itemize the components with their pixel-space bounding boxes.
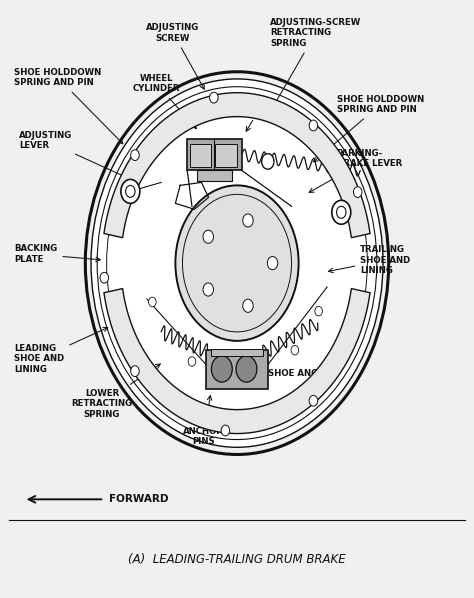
FancyBboxPatch shape [197,170,232,181]
Text: (A)  LEADING-TRAILING DRUM BRAKE: (A) LEADING-TRAILING DRUM BRAKE [128,553,346,566]
Text: FORWARD: FORWARD [109,495,169,504]
Circle shape [131,366,139,377]
Circle shape [210,92,218,103]
Circle shape [309,395,318,406]
FancyBboxPatch shape [206,350,268,389]
Circle shape [203,283,213,296]
Text: PARKING-
BRAKE LEVER: PARKING- BRAKE LEVER [309,149,402,193]
Text: ANCHOR
PINS: ANCHOR PINS [183,396,224,446]
Circle shape [148,297,156,307]
Text: BACKING
PLATE: BACKING PLATE [14,245,100,264]
Text: ADJUSTING-SCREW
RETRACTING
SPRING: ADJUSTING-SCREW RETRACTING SPRING [270,18,362,104]
Circle shape [354,187,362,197]
Circle shape [309,120,318,131]
Circle shape [236,356,257,382]
Text: SHOE HOLDDOWN
SPRING AND PIN: SHOE HOLDDOWN SPRING AND PIN [14,68,123,144]
Circle shape [100,272,109,283]
Text: LEADING
SHOE AND
LINING: LEADING SHOE AND LINING [14,327,108,374]
FancyBboxPatch shape [187,139,242,170]
Circle shape [203,230,213,243]
Circle shape [91,80,383,447]
Text: WHEEL
CYLINDER: WHEEL CYLINDER [133,74,196,129]
FancyBboxPatch shape [211,349,263,356]
Circle shape [291,346,299,355]
Text: TRAILING
SHOE AND
LINING: TRAILING SHOE AND LINING [328,245,410,275]
Polygon shape [104,93,370,237]
Circle shape [262,154,274,169]
Circle shape [221,425,230,436]
Circle shape [131,150,139,160]
Circle shape [267,257,278,270]
Circle shape [175,185,299,341]
Circle shape [121,179,140,203]
Circle shape [126,185,135,197]
Text: PIVOT: PIVOT [244,106,273,131]
Circle shape [188,357,196,367]
Text: SHOE HOLDDOWN
SPRING AND PIN: SHOE HOLDDOWN SPRING AND PIN [313,95,424,162]
FancyBboxPatch shape [190,144,211,167]
Text: SHOE ANCHOR: SHOE ANCHOR [248,369,338,379]
Text: ADJUSTING
SCREW: ADJUSTING SCREW [146,23,204,89]
Circle shape [337,206,346,218]
Circle shape [315,306,322,316]
Circle shape [332,200,351,224]
Circle shape [211,356,232,382]
Circle shape [243,214,253,227]
Text: LOWER
RETRACTING
SPRING: LOWER RETRACTING SPRING [72,364,160,419]
FancyBboxPatch shape [215,144,237,167]
Text: ADJUSTING
LEVER: ADJUSTING LEVER [19,131,134,181]
Circle shape [243,299,253,312]
Polygon shape [104,289,370,434]
